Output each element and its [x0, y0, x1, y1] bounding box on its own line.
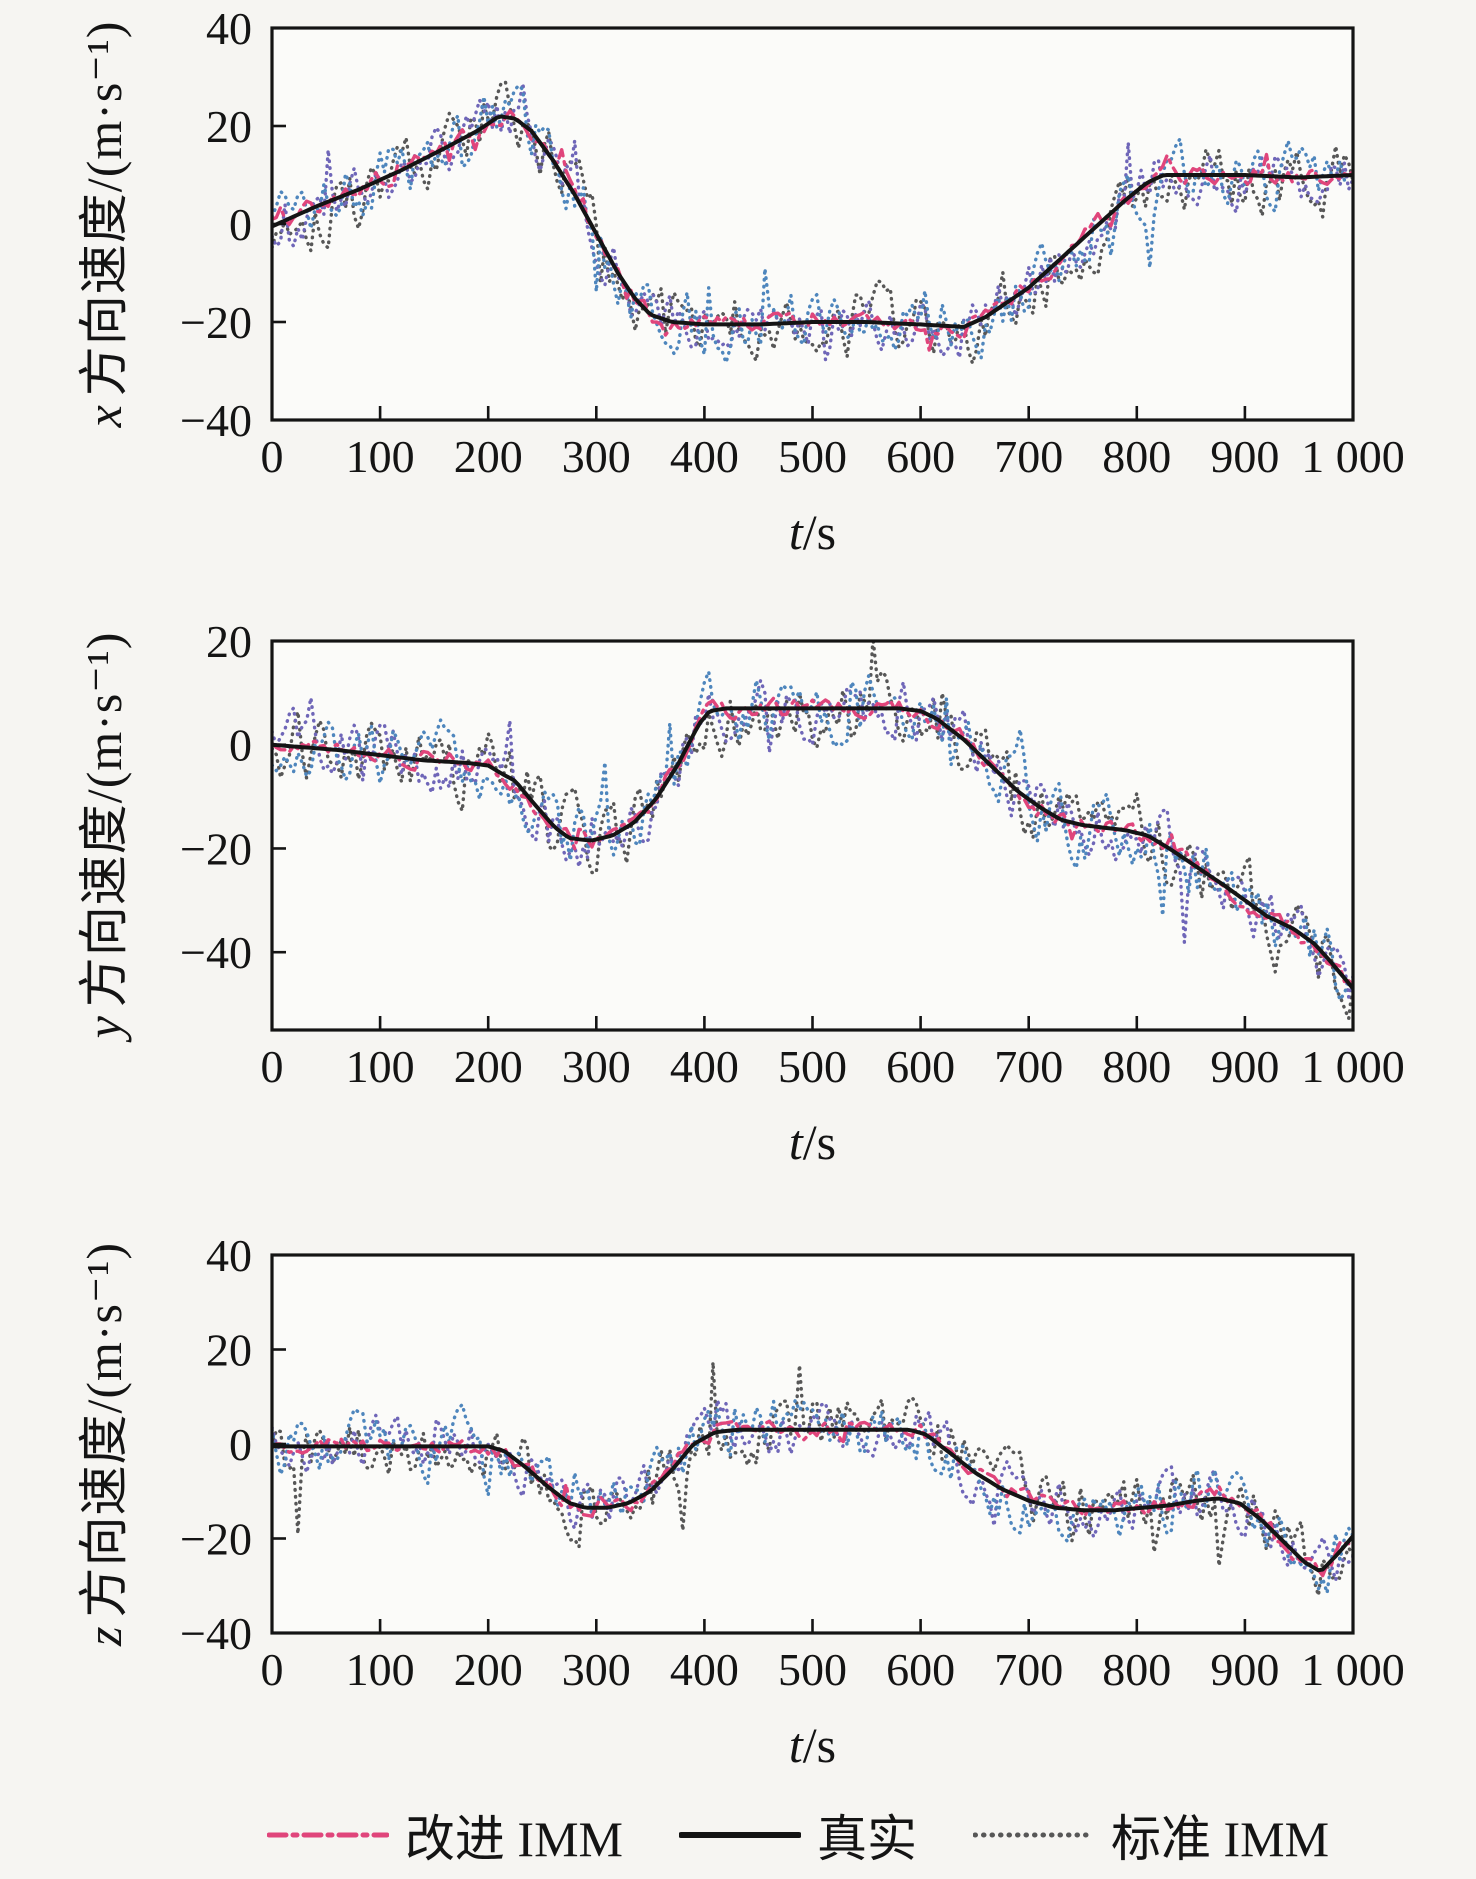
- y-tick-label: −40: [180, 395, 252, 446]
- x-tick-label: 200: [454, 1041, 523, 1092]
- legend-item-true: 真实: [679, 1799, 917, 1871]
- x-tick-label: 100: [346, 1644, 415, 1695]
- legend-label: 改进 IMM: [404, 1811, 623, 1867]
- x-tick-label: 1 000: [1301, 431, 1405, 482]
- series-improved-imm: [272, 696, 1353, 986]
- t-unit: /s: [802, 504, 837, 560]
- y-tick-label: 0: [229, 720, 252, 771]
- legend-label: 真实: [817, 1811, 917, 1867]
- t-var: t: [788, 1717, 803, 1773]
- x-tick-label: 900: [1210, 1644, 1279, 1695]
- legend-line-standard-imm-icon: [973, 1832, 1095, 1838]
- x-tick-label: 700: [994, 1644, 1063, 1695]
- legend-line-improved-imm-icon: [266, 1832, 389, 1838]
- t-var: t: [788, 1114, 803, 1170]
- axis-var-z: z: [76, 1625, 132, 1647]
- y-tick-label: 40: [206, 3, 252, 54]
- y-tick-label: −20: [180, 823, 252, 874]
- x-tick-label: 0: [261, 431, 284, 482]
- t-unit: /s: [802, 1717, 837, 1773]
- series-improved-imm: [272, 109, 1353, 352]
- legend: 改进 IMM 真实 标准 IMM: [198, 1800, 1398, 1870]
- x-tick-label: 700: [994, 1041, 1063, 1092]
- series-noisy-trace-slate: [272, 1398, 1353, 1582]
- y-tick-label: −40: [180, 1608, 252, 1659]
- x-axis-title-panel-2: t/s: [272, 1113, 1353, 1171]
- x-axis-title-panel-1: t/s: [272, 503, 1353, 561]
- x-tick-label: 100: [346, 431, 415, 482]
- x-tick-label: 400: [670, 431, 739, 482]
- y-tick-label: 20: [206, 1325, 252, 1376]
- legend-line-true-icon: [679, 1832, 801, 1838]
- x-tick-label: 900: [1210, 431, 1279, 482]
- subplot-x: 0 100 200 300 400 500 600 700 800 900 1 00040200−2…: [180, 3, 1405, 482]
- x-tick-label: 0: [261, 1644, 284, 1695]
- x-tick-label: 800: [1102, 1041, 1171, 1092]
- y-tick-label: 0: [229, 199, 252, 250]
- series-noisy-trace-blue: [272, 83, 1353, 365]
- t-unit: /s: [802, 1114, 837, 1170]
- series-true: [272, 706, 1353, 991]
- axis-var-y: y: [76, 1015, 132, 1039]
- x-tick-label: 300: [562, 1644, 631, 1695]
- series-noisy-trace-blue: [272, 1398, 1353, 1595]
- x-tick-label: 200: [454, 431, 523, 482]
- x-tick-label: 400: [670, 1041, 739, 1092]
- series-noisy-trace-slate: [272, 678, 1353, 999]
- y-tick-label: 0: [229, 1419, 252, 1470]
- legend-item-standard-imm: 标准 IMM: [973, 1799, 1329, 1871]
- legend-label: 标准 IMM: [1111, 1811, 1330, 1867]
- x-tick-label: 400: [670, 1644, 739, 1695]
- x-tick-label: 900: [1210, 1041, 1279, 1092]
- x-tick-label: 300: [562, 1041, 631, 1092]
- x-axis-title-panel-3: t/s: [272, 1716, 1353, 1774]
- x-tick-label: 600: [886, 1041, 955, 1092]
- x-tick-label: 100: [346, 1041, 415, 1092]
- y-tick-label: −20: [180, 1514, 252, 1565]
- x-tick-label: 600: [886, 431, 955, 482]
- subplot-z: 0 100 200 300 400 500 600 700 800 900 1 00040200−2…: [180, 1230, 1405, 1695]
- axis-label-text: 方向速度/(m·s⁻¹): [76, 631, 132, 1008]
- series-true: [272, 114, 1353, 329]
- y-tick-label: −20: [180, 297, 252, 348]
- axis-label-text: 方向速度/(m·s⁻¹): [76, 20, 132, 397]
- x-tick-label: 800: [1102, 431, 1171, 482]
- x-tick-label: 700: [994, 431, 1063, 482]
- series-true: [272, 1427, 1353, 1573]
- x-tick-label: 600: [886, 1644, 955, 1695]
- x-tick-label: 500: [778, 1644, 847, 1695]
- axis-label-text: 方向速度/(m·s⁻¹): [76, 1241, 132, 1618]
- y-tick-label: 20: [206, 616, 252, 667]
- x-tick-label: 300: [562, 431, 631, 482]
- x-tick-label: 0: [261, 1041, 284, 1092]
- plot-area: [272, 28, 1353, 420]
- legend-item-improved-imm: 改进 IMM: [266, 1799, 623, 1871]
- x-tick-label: 1 000: [1301, 1644, 1405, 1695]
- series-standard-imm: [272, 80, 1353, 366]
- x-tick-label: 800: [1102, 1644, 1171, 1695]
- x-tick-label: 1 000: [1301, 1041, 1405, 1092]
- y-tick-label: −40: [180, 927, 252, 978]
- axis-var-x: x: [76, 404, 132, 428]
- y-tick-label: 40: [206, 1230, 252, 1281]
- t-var: t: [788, 504, 803, 560]
- x-tick-label: 200: [454, 1644, 523, 1695]
- y-tick-label: 20: [206, 101, 252, 152]
- x-tick-label: 500: [778, 1041, 847, 1092]
- x-tick-label: 500: [778, 431, 847, 482]
- subplot-y: 0 100 200 300 400 500 600 700 800 900 1 000200−20−…: [180, 616, 1405, 1092]
